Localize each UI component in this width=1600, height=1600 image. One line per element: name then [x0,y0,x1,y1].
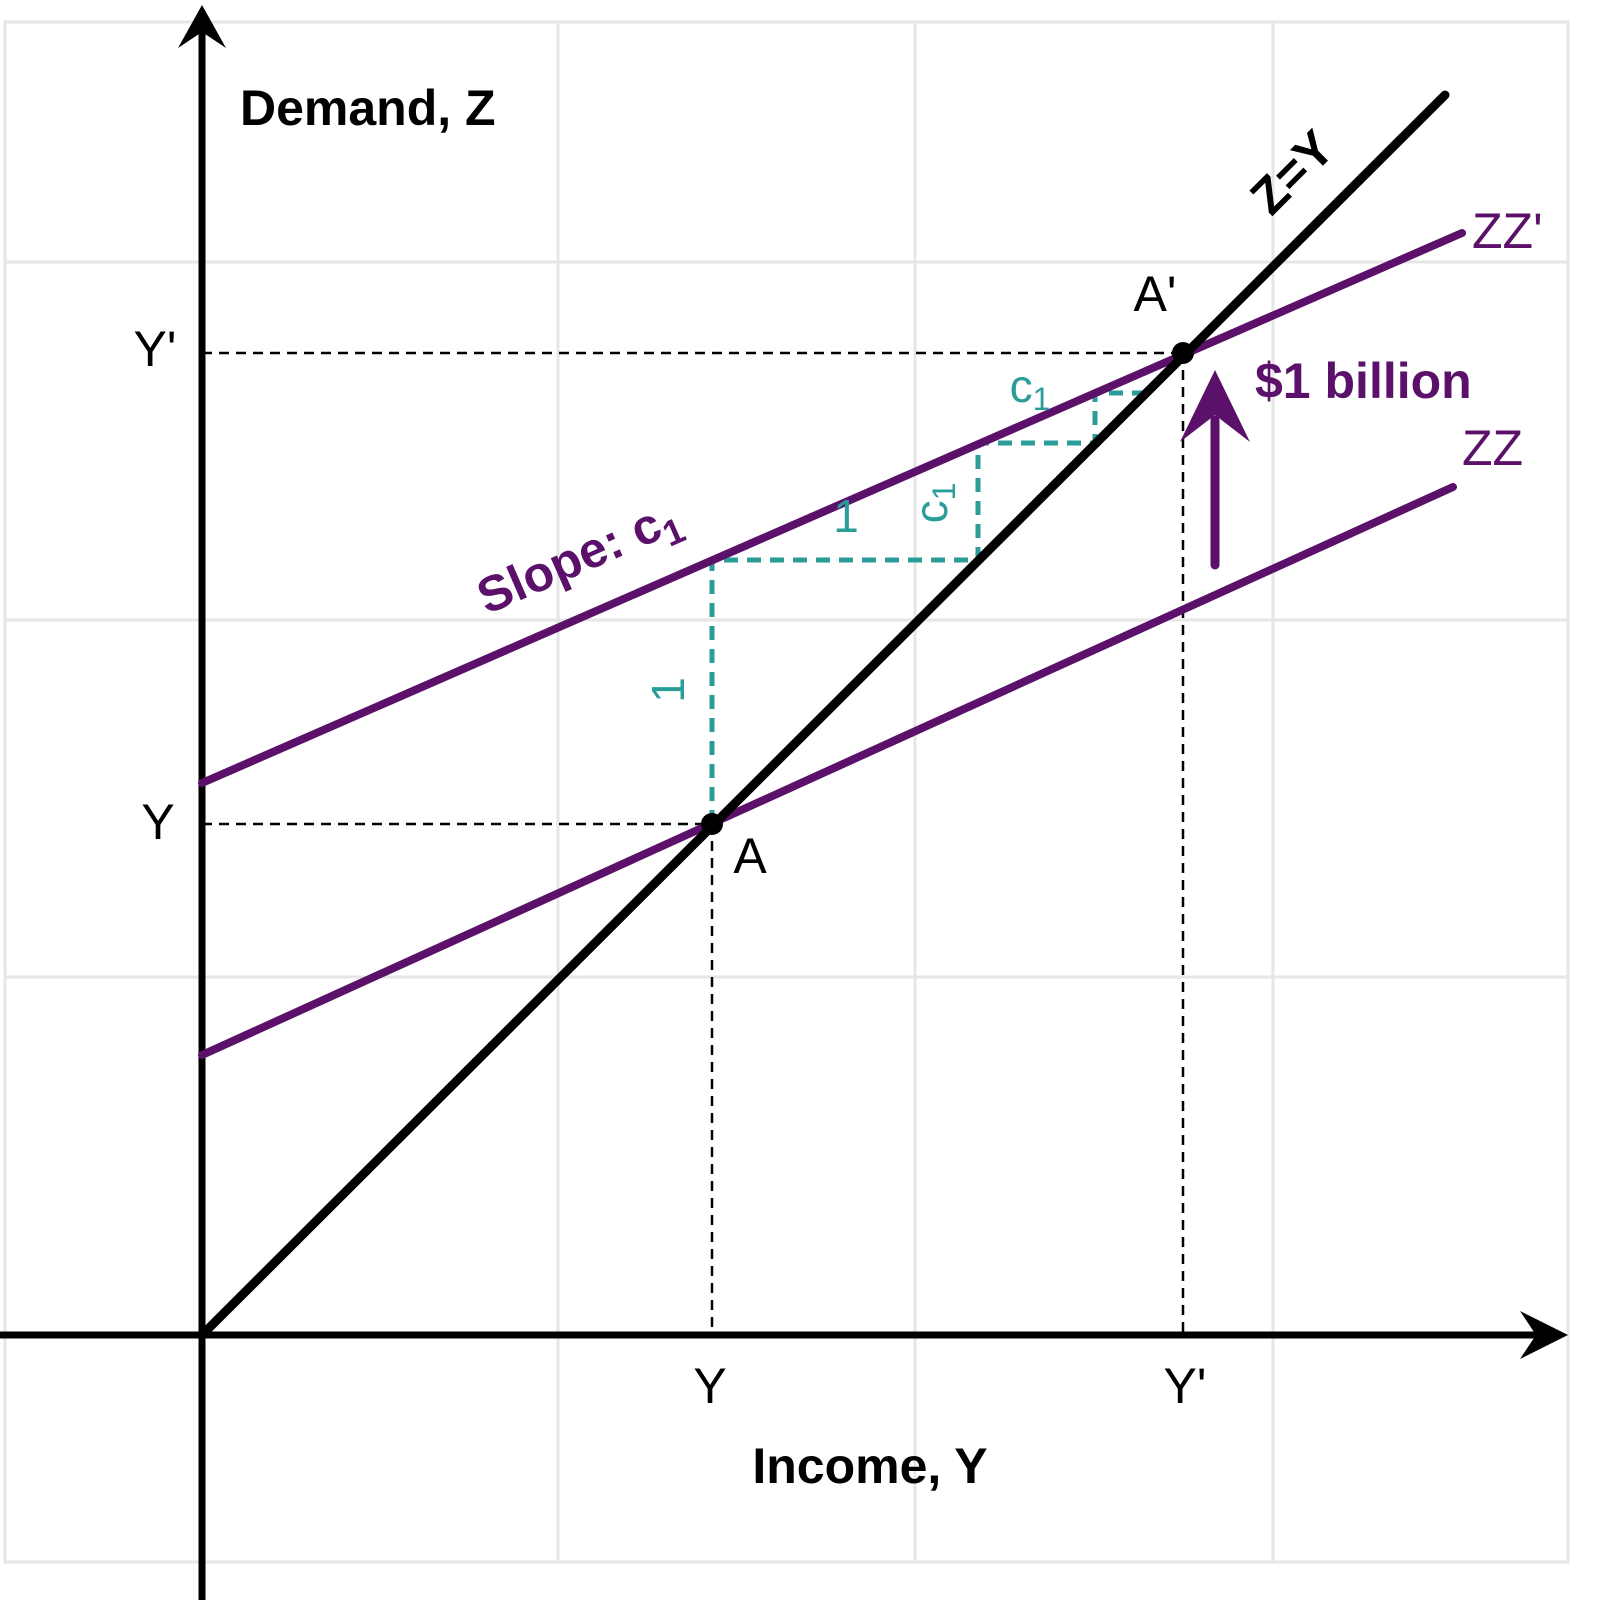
point-label: A [733,828,767,884]
x-label: Y' [1164,1358,1207,1414]
y-title: Demand, Z [240,80,496,136]
c-text: c [905,500,957,523]
slope-text: Slope: c [469,496,670,625]
zz-label: ZZ [1462,420,1523,476]
zz-line [198,483,1457,1059]
shift-arrowhead [1180,370,1250,442]
zz-new-label: ZZ' [1472,203,1543,259]
slope-label: Slope: c1 [469,488,691,632]
x-arrow [1520,1311,1568,1359]
y-label: Y [141,794,174,850]
y-arrow [178,5,226,48]
small-c-label: c1 [1010,360,1051,417]
zz-new-line [198,229,1466,787]
identity-line [197,90,1450,1340]
point-label: A' [1134,266,1177,322]
guides [202,351,1185,1335]
c-text: c [1010,360,1033,412]
x-title: Income, Y [752,1438,987,1494]
c-subscript: 1 [926,483,962,501]
shift-label: $1 billion [1255,353,1472,409]
rise-c-label: c1 [905,483,962,524]
point-a [701,813,723,835]
c-subscript: 1 [1033,381,1051,417]
x-label: Y [693,1358,726,1414]
grid [3,20,1570,1564]
rise-label: 1 [642,677,694,703]
y-label: Y' [134,321,177,377]
run-label: 1 [833,490,859,542]
point-a-new [1172,342,1194,364]
